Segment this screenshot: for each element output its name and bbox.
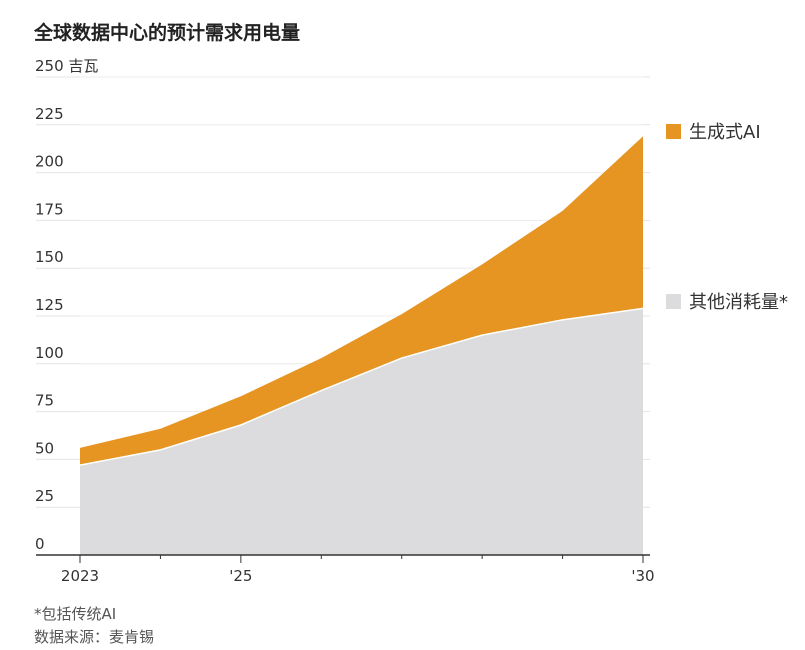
x-tick-label-2030: '30 bbox=[631, 567, 654, 585]
legend-item-other: 其他消耗量* bbox=[666, 288, 788, 314]
y-tick-label-25: 25 bbox=[35, 487, 54, 505]
y-tick-label-250: 250 吉瓦 bbox=[35, 57, 98, 75]
axes bbox=[36, 554, 650, 563]
legend-swatch-other bbox=[666, 293, 681, 309]
x-tick-label-2023: 2023 bbox=[61, 567, 99, 585]
y-tick-label-150: 150 bbox=[35, 248, 64, 266]
legend-item-genai: 生成式AI bbox=[666, 118, 761, 144]
y-tick-label-50: 50 bbox=[35, 439, 54, 457]
series-boundary-line bbox=[79, 307, 644, 466]
y-tick-label-225: 225 bbox=[35, 105, 64, 123]
source-note: 数据来源：麦肯锡 bbox=[34, 628, 155, 646]
x-tick-labels: 2023 '25 '30 bbox=[61, 567, 655, 585]
legend-label-other: 其他消耗量* bbox=[689, 292, 788, 313]
y-tick-label-0: 0 bbox=[35, 535, 45, 553]
footnote: *包括传统AI bbox=[34, 605, 117, 623]
y-tick-label-175: 175 bbox=[35, 200, 64, 218]
y-tick-label-100: 100 bbox=[35, 344, 64, 362]
y-tick-labels: 0 25 50 75 100 125 150 175 200 225 250 吉瓦 bbox=[35, 57, 98, 553]
area-series bbox=[79, 136, 644, 555]
area-other-consumption bbox=[80, 308, 643, 555]
chart-area: 0 25 50 75 100 125 150 175 200 225 250 吉瓦 2023 '25 '… bbox=[35, 57, 655, 585]
y-tick-label-125: 125 bbox=[35, 296, 64, 314]
y-tick-label-200: 200 bbox=[35, 153, 64, 171]
legend-label-genai: 生成式AI bbox=[689, 122, 761, 143]
legend-swatch-genai bbox=[666, 123, 681, 139]
x-tick-label-2025: '25 bbox=[229, 567, 252, 585]
y-tick-label-75: 75 bbox=[35, 392, 54, 410]
chart-title: 全球数据中心的预计需求用电量 bbox=[34, 22, 301, 44]
area-generative-ai bbox=[80, 136, 643, 466]
